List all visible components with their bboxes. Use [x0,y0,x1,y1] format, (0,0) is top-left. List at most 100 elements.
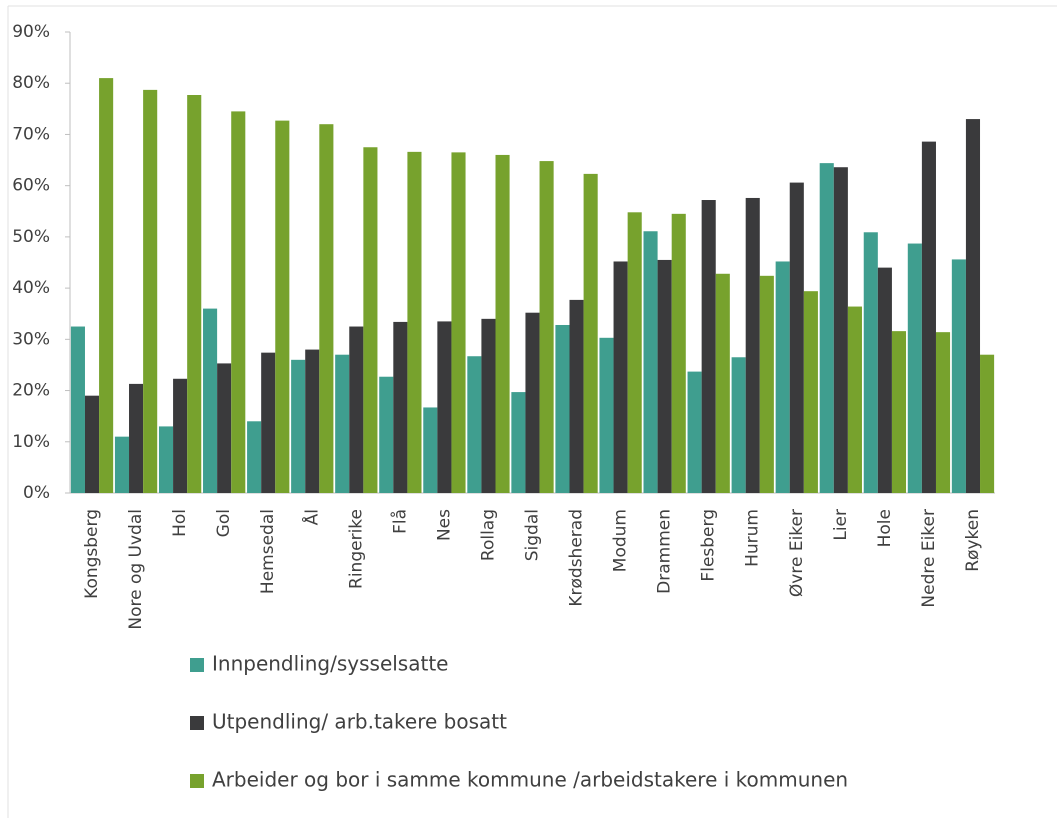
y-tick-label: 50% [12,227,50,247]
bar [687,371,702,493]
x-tick-label: Hurum [743,509,763,567]
bar [951,259,966,493]
bar [335,354,350,493]
bar [423,407,438,493]
bar [467,356,482,493]
bar [305,349,320,493]
bar [407,151,422,494]
x-tick-label: Krødsherad [567,509,587,607]
bar [819,163,834,493]
bar [715,273,730,493]
bar [481,318,496,493]
x-tick-label: Hole [875,509,895,547]
bar [291,359,306,493]
bar [847,306,862,493]
bar [980,354,995,493]
bar [173,378,188,493]
bar [555,324,570,493]
bar [965,119,981,494]
bar [599,337,614,493]
x-tick-label: Ål [300,509,322,525]
x-tick-label: Modum [611,509,631,572]
bar [495,154,510,493]
y-tick-label: 40% [12,278,50,298]
legend-label: Utpendling/ arb.takere bosatt [212,710,507,734]
bar [70,326,85,493]
bar [789,182,804,494]
x-tick-label: Lier [831,509,851,541]
bar [701,200,716,493]
bar [921,141,936,494]
bar [114,436,130,493]
bar [643,231,658,493]
x-tick-label: Kongsberg [82,509,102,599]
x-tick-label: Nedre Eiker [919,509,939,608]
y-tick-label: 70% [12,124,50,144]
bar [731,357,746,493]
bar [833,167,848,493]
x-tick-label: Sigdal [523,509,543,561]
bar [349,326,364,493]
x-tick-label: Nore og Uvdal [126,509,146,630]
bar [158,426,174,493]
y-tick-label: 20% [12,381,50,401]
legend-label: Arbeider og bor i samme kommune /arbeids… [212,768,848,792]
bar [363,147,378,493]
x-tick-label: Øvre Eiker [787,509,807,597]
bar [657,259,672,493]
bar [203,308,218,493]
bar [129,383,144,493]
bar [759,275,774,493]
legend-swatch [190,716,204,730]
x-tick-label: Hol [170,509,190,537]
bar [187,95,202,494]
x-tick-label: Ringerike [346,509,366,589]
bar [891,331,907,493]
y-tick-label: 90% [12,22,50,42]
x-tick-label: Gol [214,509,234,537]
y-tick-label: 10% [12,432,50,452]
bar [671,213,686,494]
bar [247,421,262,493]
x-tick-label: Drammen [655,509,675,594]
y-tick-label: 30% [12,329,50,349]
bar [863,232,878,494]
bar [525,312,540,493]
bar [907,243,922,493]
bar [539,161,554,493]
x-tick-label: Rollag [478,509,498,561]
bar [877,267,892,493]
y-tick-label: 0% [23,483,50,503]
legend-swatch [190,774,204,788]
bar [627,212,642,493]
bar [935,332,951,493]
bar [583,173,598,493]
bar [84,395,100,493]
x-tick-label: Nes [434,509,454,541]
bar [261,352,276,493]
bar [379,376,394,493]
bar [511,392,526,493]
bar [319,124,334,493]
bar [275,120,290,493]
bar [569,299,584,493]
bar [613,261,628,493]
bar [393,321,408,493]
x-tick-label: Hemsedal [258,509,278,594]
legend-label: Innpendling/sysselsatte [212,652,448,676]
bar [775,261,790,493]
bar [451,152,466,493]
bar [745,197,760,493]
legend-swatch [190,658,204,672]
bar [143,89,158,494]
bar [803,291,818,493]
bar [231,111,246,494]
bar [99,78,114,493]
x-tick-label: Flå [389,509,410,534]
x-tick-label: Røyken [963,509,983,572]
bar [437,321,452,493]
y-tick-label: 80% [12,73,50,93]
bar [217,363,232,493]
y-tick-label: 60% [12,176,50,196]
